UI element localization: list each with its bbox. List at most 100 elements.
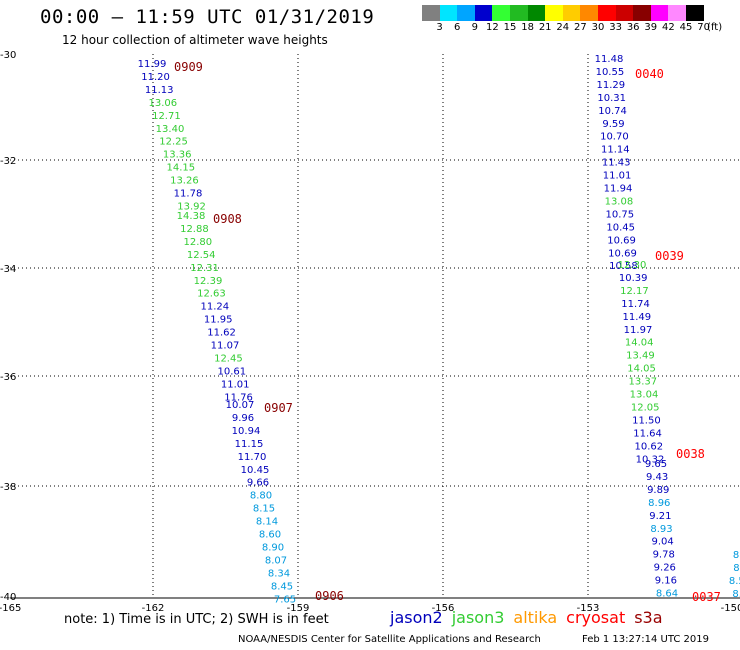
satellite-legend-item: s3a: [634, 608, 663, 627]
wave-height-value: 12.30: [618, 260, 647, 271]
wave-height-value: 9.66: [247, 478, 269, 489]
generated-timestamp: Feb 1 13:27:14 UTC 2019: [582, 634, 709, 645]
wave-height-value: 13.40: [156, 124, 185, 135]
legend-swatch: [562, 5, 581, 21]
legend-tick-label: 30: [591, 22, 605, 33]
wave-height-value: 8.14: [256, 517, 278, 528]
wave-height-value: 10.45: [606, 222, 635, 233]
legend-tick-label: 33: [609, 22, 622, 33]
legend-swatch: [633, 5, 651, 21]
wave-height-value: 9.04: [651, 537, 673, 548]
wave-height-value: 11.94: [604, 184, 633, 195]
wave-height-value: 8.5: [729, 576, 740, 587]
units-note: note: 1) Time is in UTC; 2) SWH is in fe…: [64, 612, 329, 627]
wave-height-value: 11.99: [138, 59, 167, 70]
wave-height-value: 12.05: [631, 402, 660, 413]
wave-height-value: 10.39: [619, 273, 648, 284]
wave-height-value: 11.62: [207, 328, 236, 339]
wave-height-value: 13.36: [163, 150, 192, 161]
legend-tick-label: 12: [486, 22, 499, 33]
wave-height-value: 8.90: [262, 542, 284, 553]
wave-height-value: 13.08: [605, 196, 634, 207]
wave-height-value: 8.80: [250, 491, 272, 502]
wave-height-value: 11.43: [602, 158, 631, 169]
legend-tick-label: 70: [697, 22, 710, 33]
wave-height-value: 11.48: [595, 54, 624, 65]
wave-height-value: 10.70: [600, 132, 629, 143]
wave-height-value: 12.31: [190, 263, 219, 274]
wave-height-value: 8: [733, 550, 739, 561]
wave-height-value: 10.69: [608, 248, 637, 259]
latitude-tick-label: -30: [0, 50, 16, 61]
longitude-tick-label: -159: [287, 603, 310, 614]
wave-height-value: 12.25: [159, 137, 188, 148]
legend-tick-label: 21: [538, 22, 552, 33]
legend-swatch: [580, 5, 598, 21]
longitude-tick-label: -153: [577, 603, 600, 614]
wave-height-value: 11.64: [633, 428, 662, 439]
legend-swatch: [650, 5, 669, 21]
wave-height-value: 9.21: [649, 511, 671, 522]
wave-height-value: 11.76: [224, 392, 253, 403]
wave-height-value: 12.88: [180, 224, 209, 235]
wave-height-value: 12.54: [187, 250, 216, 261]
wave-height-value: 10.75: [605, 209, 634, 220]
pass-time-label: 0039: [655, 249, 684, 263]
pass-time-label: 0908: [213, 212, 242, 226]
map-title: 00:00 – 11:59 UTC 01/31/2019: [40, 6, 375, 28]
latitude-tick-label: -34: [0, 264, 16, 275]
pass-time-label: 0038: [676, 447, 705, 461]
legend-swatch: [422, 5, 440, 21]
wave-height-value: 10.58: [609, 261, 638, 272]
pass-time-label: 0906: [315, 589, 344, 603]
wave-height-value: 11.15: [235, 439, 264, 450]
legend-tick-label: 6: [454, 22, 461, 33]
legend-swatch: [457, 5, 475, 21]
wave-height-value: 12.80: [183, 237, 212, 248]
legend-swatch: [545, 5, 563, 21]
wave-height-value: 11.14: [601, 145, 630, 156]
wave-height-value: 8.93: [650, 524, 672, 535]
legend-swatch: [685, 5, 704, 21]
wave-height-value: 11.20: [141, 72, 170, 83]
wave-height-value: 14.05: [627, 364, 656, 375]
legend-tick-label: 27: [574, 22, 587, 33]
color-scale-legend: [422, 5, 704, 21]
pass-time-label: 0037: [692, 590, 721, 604]
wave-height-value: 12.39: [194, 276, 223, 287]
wave-height-value: 9.59: [602, 119, 624, 130]
wave-height-value: 10.31: [597, 93, 626, 104]
wave-height-value: 13.26: [170, 176, 199, 187]
satellite-legend-item: altika: [513, 608, 558, 627]
wave-height-value: 11.29: [596, 80, 625, 91]
wave-height-value: 8.64: [656, 589, 678, 600]
wave-height-value: 10.07: [226, 400, 255, 411]
satellite-legend: jason2 jason3 altika cryosat s3a: [390, 608, 672, 627]
legend-tick-label: (ft): [707, 22, 723, 33]
wave-height-value: 11.01: [603, 171, 632, 182]
wave-height-value: 11.70: [238, 452, 267, 463]
wave-height-value: 10.45: [241, 465, 270, 476]
satellite-legend-item: cryosat: [566, 608, 626, 627]
wave-height-value: 12.63: [197, 289, 226, 300]
wave-height-value: 12.45: [214, 353, 243, 364]
wave-height-value: 9.43: [646, 472, 668, 483]
wave-height-value: 10.74: [598, 106, 627, 117]
legend-swatch: [615, 5, 634, 21]
wave-height-value: 13.37: [628, 377, 657, 388]
longitude-tick-label: -156: [432, 603, 455, 614]
wave-height-value: 8.34: [268, 568, 290, 579]
wave-height-value: 12.17: [620, 286, 649, 297]
wave-height-value: 10.55: [596, 67, 625, 78]
legend-swatch: [492, 5, 510, 21]
legend-swatch: [439, 5, 458, 21]
wave-height-value: 9.16: [655, 576, 677, 587]
pass-time-label: 0909: [174, 60, 203, 74]
legend-tick-label: 24: [556, 22, 570, 33]
wave-height-value: 11.97: [624, 325, 653, 336]
wave-height-value: 10.69: [607, 235, 636, 246]
wave-height-value: 9.78: [653, 550, 675, 561]
wave-height-value: 13.04: [630, 390, 659, 401]
wave-height-value: 10.61: [217, 366, 246, 377]
